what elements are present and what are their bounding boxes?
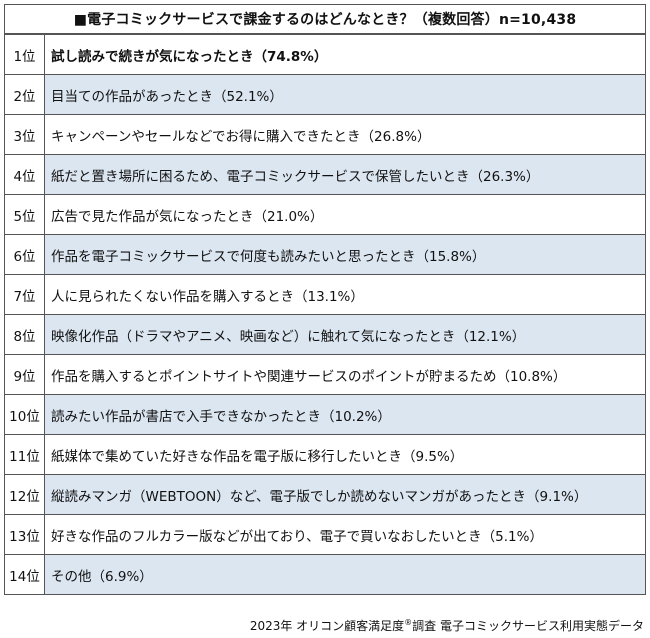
table-row: 5位 広告で見た作品が気になったとき（21.0%） [4,194,646,235]
ranking-table: 1位 試し読みで続きが気になったとき（74.8%） 2位 目当ての作品があったとき（… [4,34,646,595]
item-cell: 人に見られたくない作品を購入するとき（13.1%） [44,274,646,315]
rank-cell: 3位 [4,114,45,155]
table-row: 9位 作品を購入するとポイントサイトや関連サービスのポイントが貯まるため（10.8… [4,354,646,395]
table-row: 1位 試し読みで続きが気になったとき（74.8%） [4,34,646,75]
table-row: 6位 作品を電子コミックサービスで何度も読みたいと思ったとき（15.8%） [4,234,646,275]
item-cell: 読みたい作品が書店で入手できなかったとき（10.2%） [44,394,646,435]
item-cell: 目当ての作品があったとき（52.1%） [44,74,646,115]
table-row: 13位 好きな作品のフルカラー版などが出ており、電子で買いなおしたいとき（5.1%… [4,514,646,555]
source-footer: 2023年 オリコン顧客満足度®調査 電子コミックサービス利用実態データ [250,617,644,634]
item-cell: 作品を購入するとポイントサイトや関連サービスのポイントが貯まるため（10.8%） [44,354,646,395]
rank-cell: 6位 [4,234,45,275]
rank-cell: 12位 [4,474,45,515]
table-row: 11位 紙媒体で集めていた好きな作品を電子版に移行したいとき（9.5%） [4,434,646,475]
footer-source-text: 2023年 オリコン顧客満足度 [249,619,405,633]
rank-cell: 11位 [4,434,45,475]
item-cell: その他（6.9%） [44,554,646,595]
rank-cell: 13位 [4,514,45,555]
item-cell: 映像化作品（ドラマやアニメ、映画など）に触れて気になったとき（12.1%） [44,314,646,355]
rank-cell: 14位 [4,554,45,595]
table-title: ■電子コミックサービスで課金するのはどんなとき？（複数回答）n=10,438 [4,4,646,34]
table-row: 12位 縦読みマンガ（WEBTOON）など、電子版でしか読めないマンガがあったとき… [4,474,646,515]
table-row: 10位 読みたい作品が書店で入手できなかったとき（10.2%） [4,394,646,435]
table-row: 2位 目当ての作品があったとき（52.1%） [4,74,646,115]
table-row: 3位 キャンペーンやセールなどでお得に購入できたとき（26.8%） [4,114,646,155]
rank-cell: 4位 [4,154,45,195]
item-cell: 縦読みマンガ（WEBTOON）など、電子版でしか読めないマンガがあったとき（9.… [44,474,646,515]
table-row: 14位 その他（6.9%） [4,554,646,595]
rank-cell: 10位 [4,394,45,435]
item-cell: 好きな作品のフルカラー版などが出ており、電子で買いなおしたいとき（5.1%） [44,514,646,555]
table-row: 4位 紙だと置き場所に困るため、電子コミックサービスで保管したいとき（26.3%） [4,154,646,195]
ranking-document: ■電子コミックサービスで課金するのはどんなとき？（複数回答）n=10,438 1… [4,4,646,595]
rank-cell: 5位 [4,194,45,235]
item-cell: 紙だと置き場所に困るため、電子コミックサービスで保管したいとき（26.3%） [44,154,646,195]
rank-cell: 7位 [4,274,45,315]
item-cell: 作品を電子コミックサービスで何度も読みたいと思ったとき（15.8%） [44,234,646,275]
rank-cell: 8位 [4,314,45,355]
rank-cell: 2位 [4,74,45,115]
registered-mark: ® [404,618,413,627]
rank-cell: 1位 [4,34,45,75]
item-cell: 試し読みで続きが気になったとき（74.8%） [44,34,646,75]
footer-survey-text: 調査 電子コミックサービス利用実態データ [412,619,644,633]
item-cell: 紙媒体で集めていた好きな作品を電子版に移行したいとき（9.5%） [44,434,646,475]
table-row: 7位 人に見られたくない作品を購入するとき（13.1%） [4,274,646,315]
item-cell: 広告で見た作品が気になったとき（21.0%） [44,194,646,235]
rank-cell: 9位 [4,354,45,395]
item-cell: キャンペーンやセールなどでお得に購入できたとき（26.8%） [44,114,646,155]
table-row: 8位 映像化作品（ドラマやアニメ、映画など）に触れて気になったとき（12.1%） [4,314,646,355]
